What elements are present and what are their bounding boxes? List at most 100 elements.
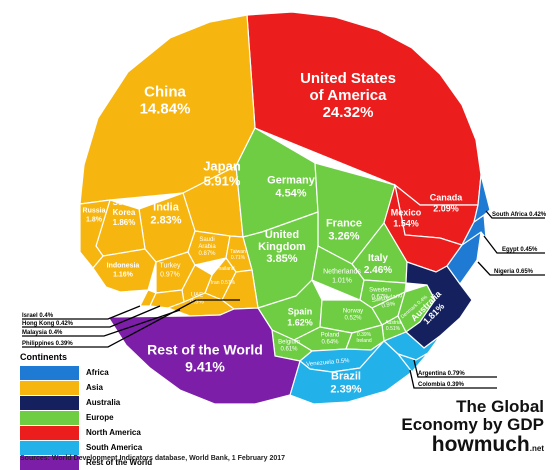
- legend-item-rest-of-world: Rest of the World: [20, 455, 152, 470]
- label-line: Spain: [288, 307, 313, 317]
- brand-logo-tld: .net: [529, 444, 544, 453]
- label-brazil: Brazil 2.39%: [330, 371, 361, 396]
- label-line: 5.91%: [204, 174, 241, 189]
- leader-colombia: [409, 369, 497, 389]
- legend-label: Africa: [86, 368, 109, 377]
- callout-hong-kong: Hong Kong 0.42%: [22, 321, 74, 327]
- label-line: 0.52%: [344, 316, 362, 322]
- label-line: 1.16%: [113, 272, 134, 279]
- cell-rest-of-the-world: [106, 307, 301, 405]
- label-line: Rest of the World: [147, 342, 263, 358]
- legend-label: South America: [86, 443, 143, 452]
- label-line: Austria: [385, 320, 401, 326]
- label-line: Canada: [430, 193, 464, 203]
- label-line: 1.86%: [113, 218, 136, 227]
- label-sweden: Sweden 0.67%: [369, 288, 391, 301]
- label-line: Norway: [343, 309, 363, 315]
- label-line: 0.67%: [371, 295, 389, 301]
- label-line: UAE: [191, 293, 203, 299]
- label-italy: Italy 2.46%: [364, 253, 392, 276]
- legend-item-north-america: North America: [20, 425, 152, 440]
- cell-saudi-arabia: [187, 230, 231, 266]
- label-line: Korea: [113, 208, 136, 217]
- label-line: Japan: [203, 159, 241, 174]
- label-line: 0.61%: [280, 347, 298, 353]
- label-line: 1.01%: [332, 278, 352, 285]
- brand-logo: howmuch.net: [384, 434, 544, 460]
- label-iran: Iran 0.57%: [211, 280, 236, 286]
- callout-malaysia: Malaysia 0.4%: [22, 330, 63, 336]
- label-united-kingdom: United Kingdom 3.85%: [258, 229, 306, 265]
- label-line: Germany: [267, 175, 316, 187]
- leader-malaysia: [22, 309, 181, 337]
- leader-nigeria: [477, 261, 545, 276]
- label-taiwan: Taiwan 0.71%: [230, 249, 246, 261]
- label-line: Iran 0.57%: [211, 280, 236, 286]
- label-line: 0.5%: [190, 300, 204, 306]
- label-belgium: Belgium 0.61%: [278, 340, 300, 353]
- label-russia: Russia 1.8%: [83, 208, 106, 224]
- label-thailand: Thailand: [215, 266, 234, 272]
- cell-australia: [405, 261, 473, 349]
- label-poland: Poland 0.64%: [321, 333, 340, 346]
- legend-swatch: [20, 410, 79, 425]
- legend-item-africa: Africa: [20, 365, 152, 380]
- label-line: 0.9%: [381, 301, 396, 309]
- legend-item-south-america: South America: [20, 440, 152, 455]
- label-line: 2.09%: [433, 204, 459, 214]
- label-turkey: Turkey 0.97%: [159, 263, 181, 279]
- label-venezuela: Venezuela 0.5%: [306, 358, 350, 368]
- cell-indonesia: [92, 248, 157, 293]
- cell-philippines: [221, 269, 259, 310]
- label-saudi-arabia: Saudi Arabia 0.87%: [198, 237, 216, 257]
- label-line: Indonesia: [107, 263, 140, 270]
- callouts: Israel 0.4% Hong Kong 0.42% Malaysia 0.4% P…: [22, 210, 547, 389]
- label-line: 1.54%: [393, 219, 419, 229]
- label-line: Saudi: [199, 237, 214, 243]
- label-austria: Austria 0.51%: [385, 320, 401, 332]
- brand-title-line1: The Global: [456, 397, 544, 416]
- leader-egypt: [483, 235, 545, 254]
- label-spain: Spain 1.62%: [287, 307, 313, 328]
- label-india: India 2.83%: [150, 202, 181, 227]
- leader-argentina: [413, 359, 497, 378]
- label-line: 3.85%: [266, 253, 297, 265]
- label-germany: Germany 4.54%: [267, 175, 316, 200]
- label-line: United States: [300, 70, 396, 87]
- label-line: 1.62%: [287, 318, 313, 328]
- label-japan: Japan 5.91%: [203, 159, 241, 189]
- label-china: China 14.84%: [140, 84, 191, 118]
- label-line: China: [144, 84, 186, 101]
- label-line: Kingdom: [258, 241, 306, 253]
- callout-south-africa: South Africa 0.42%: [492, 212, 547, 218]
- label-line: of America: [310, 87, 388, 104]
- label-line: 1.8%: [86, 217, 103, 224]
- label-uae: UAE 0.5%: [190, 293, 204, 306]
- label-ireland: 0.39% Ireland: [356, 332, 372, 344]
- label-line: 0.87%: [198, 251, 216, 257]
- label-line: Sweden: [369, 288, 391, 294]
- label-line: Arabia: [198, 244, 216, 250]
- cell-brazil: [289, 340, 413, 405]
- label-line: Switzerland: [371, 293, 403, 304]
- legend-swatch: [20, 365, 79, 380]
- label-line: 0.71%: [231, 255, 246, 261]
- label-netherlands: Netherlands 1.01%: [323, 269, 361, 285]
- label-line: 0.51%: [386, 326, 401, 332]
- label-indonesia: Indonesia 1.16%: [107, 263, 140, 279]
- legend-swatch: [20, 425, 79, 440]
- legend-label: North America: [86, 428, 141, 437]
- label-line: 2.39%: [330, 384, 361, 396]
- legend-item-europe: Europe: [20, 410, 152, 425]
- callout-nigeria: Nigeria 0.65%: [494, 269, 534, 275]
- legend-label: Europe: [86, 413, 114, 422]
- label-line: Poland: [321, 333, 340, 339]
- legend-swatch: [20, 380, 79, 395]
- sources-footnote: Sources: World Development Indicators da…: [20, 455, 286, 462]
- label-france: France 3.26%: [326, 218, 362, 243]
- callout-egypt: Egypt 0.45%: [502, 247, 538, 253]
- label-norway: Norway 0.52%: [343, 309, 363, 322]
- label-rest-of-the-world: Rest of the World 9.41%: [147, 342, 263, 375]
- label-line: Italy: [368, 253, 388, 264]
